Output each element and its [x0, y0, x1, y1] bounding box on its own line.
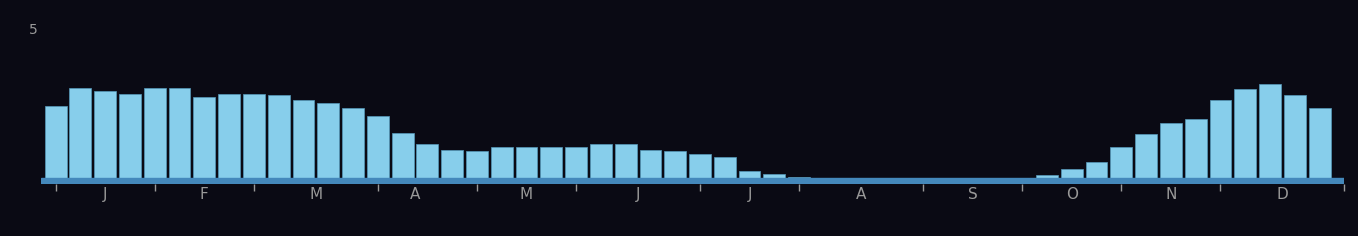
Bar — [367, 116, 388, 184]
Bar — [69, 88, 91, 184]
Bar — [1012, 178, 1033, 184]
Bar — [1111, 147, 1133, 184]
Bar — [640, 150, 661, 184]
Bar — [540, 147, 562, 184]
Bar — [268, 95, 289, 184]
Bar — [862, 181, 884, 184]
Bar — [41, 178, 1344, 184]
Bar — [219, 94, 240, 184]
Bar — [94, 91, 115, 184]
Bar — [292, 100, 314, 184]
Bar — [788, 177, 811, 184]
Bar — [664, 151, 686, 184]
Bar — [615, 143, 637, 184]
Bar — [193, 97, 215, 184]
Bar — [490, 147, 512, 184]
Bar — [1234, 89, 1256, 184]
Bar — [1259, 84, 1281, 184]
Bar — [318, 103, 340, 184]
Bar — [441, 150, 463, 184]
Bar — [1160, 123, 1181, 184]
Bar — [1135, 134, 1157, 184]
Bar — [838, 180, 860, 184]
Bar — [417, 143, 439, 184]
Bar — [739, 171, 760, 184]
Bar — [1061, 169, 1082, 184]
Bar — [961, 181, 983, 184]
Bar — [1085, 162, 1108, 184]
Bar — [937, 182, 959, 184]
Bar — [887, 182, 910, 184]
Bar — [589, 143, 612, 184]
Bar — [763, 174, 785, 184]
Bar — [986, 180, 1009, 184]
Bar — [516, 147, 538, 184]
Bar — [1309, 108, 1331, 184]
Bar — [813, 178, 835, 184]
Bar — [1210, 100, 1232, 184]
Bar — [45, 106, 67, 184]
Bar — [168, 88, 190, 184]
Bar — [1184, 119, 1207, 184]
Bar — [144, 88, 166, 184]
Bar — [243, 94, 265, 184]
Bar — [1283, 95, 1306, 184]
Bar — [689, 155, 712, 184]
Bar — [913, 182, 934, 184]
Bar — [391, 133, 413, 184]
Bar — [120, 94, 141, 184]
Bar — [1036, 175, 1058, 184]
Bar — [565, 147, 587, 184]
Bar — [466, 151, 488, 184]
Bar — [342, 108, 364, 184]
Bar — [714, 157, 736, 184]
